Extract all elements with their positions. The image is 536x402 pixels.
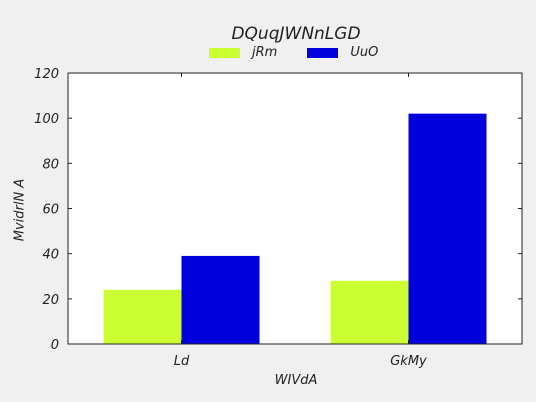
y-tick-label-1: 20 (42, 293, 59, 308)
y-tick-label-4: 80 (42, 157, 59, 172)
y-axis-label: MvidrlN A (12, 178, 28, 242)
y-tick-label-3: 60 (42, 203, 59, 218)
chart-legend: jRm UuO (209, 45, 378, 61)
legend-label-series-1: jRm (252, 45, 278, 60)
legend-swatch-series-2 (307, 48, 339, 58)
legend-entry-series-1: jRm (209, 45, 277, 61)
chart-title: DQuqJWNnLGD (231, 24, 361, 44)
x-axis-label: WIVdA (274, 373, 318, 388)
legend-label-series-2: UuO (350, 45, 379, 60)
legend-swatch-series-1 (209, 48, 240, 58)
y-tick-label-0: 0 (51, 338, 59, 353)
y-tick-label-5: 100 (34, 112, 59, 127)
bar-1-2 (330, 280, 409, 344)
y-tick-label-2: 40 (42, 248, 59, 263)
bar-2-1 (181, 255, 260, 344)
x-tick-label-1: Ld (174, 354, 190, 369)
x-tick-label-2: GkMy (390, 354, 427, 369)
legend-entry-series-2: UuO (307, 45, 378, 61)
y-tick-label-6: 120 (34, 67, 59, 82)
bar-2-2 (408, 113, 487, 345)
bar-1-1 (103, 289, 182, 344)
